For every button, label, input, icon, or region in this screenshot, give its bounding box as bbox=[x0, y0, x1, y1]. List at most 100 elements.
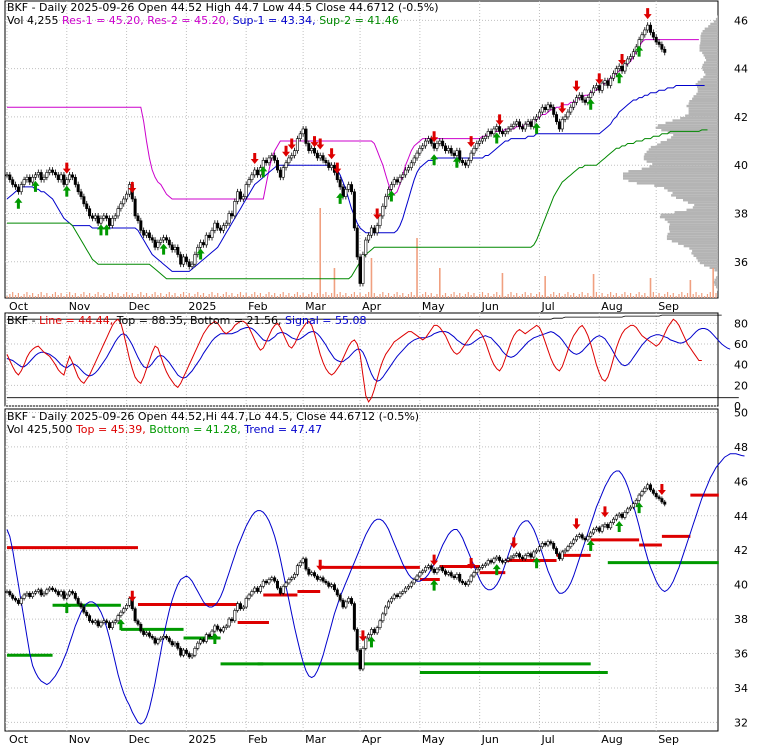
volume-bar bbox=[615, 293, 617, 298]
trend-candle-body bbox=[563, 549, 567, 553]
volume-bar bbox=[225, 292, 227, 298]
trend-candle-body bbox=[258, 586, 262, 592]
price-candle-body bbox=[361, 254, 365, 284]
volume-bar bbox=[479, 294, 481, 298]
volume-profile-bar bbox=[704, 61, 718, 64]
trend-candle-body bbox=[238, 603, 242, 610]
volume-profile-bar bbox=[643, 155, 718, 158]
price-candle-body bbox=[19, 184, 23, 193]
oscillator-header-bottom: Bottom = 21.56, bbox=[190, 314, 282, 327]
volume-profile-bar bbox=[700, 78, 718, 81]
trend-candle-body bbox=[520, 556, 524, 560]
oscillator-y-tick-label: 80 bbox=[734, 317, 748, 330]
volume-profile-bar bbox=[688, 109, 718, 113]
volume-profile-bar bbox=[643, 157, 718, 161]
price-candle-body bbox=[48, 169, 52, 173]
price-candle-body bbox=[646, 24, 650, 31]
trend-sell-arrow bbox=[358, 630, 367, 642]
volume-bar bbox=[484, 295, 486, 298]
price-candle-body bbox=[88, 208, 92, 217]
price-candle-body bbox=[204, 234, 208, 246]
price-candle-body bbox=[93, 215, 97, 219]
trend-candle-body bbox=[401, 591, 405, 594]
volume-bar bbox=[507, 294, 509, 298]
trend-x-tick-label: Apr bbox=[362, 733, 382, 745]
volume-profile-bar bbox=[623, 172, 718, 175]
volume-profile-bar bbox=[623, 177, 718, 180]
volume-bar bbox=[305, 296, 307, 298]
trend-candle-body bbox=[546, 541, 550, 546]
volume-bar bbox=[382, 292, 384, 298]
volume-bar bbox=[228, 295, 230, 298]
volume-bar bbox=[328, 295, 330, 298]
trend-candle-body bbox=[8, 591, 12, 596]
volume-bar bbox=[205, 296, 207, 298]
volume-bar bbox=[140, 292, 142, 298]
volume-profile-bar bbox=[702, 51, 718, 55]
volume-bar bbox=[114, 295, 116, 298]
volume-bar bbox=[379, 294, 381, 298]
volume-profile-bar bbox=[702, 68, 718, 72]
trend-candle-body bbox=[355, 629, 359, 651]
trend-candle-body bbox=[424, 567, 428, 572]
price-candle-body bbox=[492, 128, 496, 135]
volume-bar bbox=[387, 293, 390, 298]
trend-candle-body bbox=[515, 553, 519, 556]
volume-bar bbox=[444, 293, 447, 298]
volume-bar bbox=[373, 293, 375, 298]
volume-profile-bar bbox=[628, 170, 718, 173]
price-candle-body bbox=[324, 160, 328, 164]
trend-candle-body bbox=[162, 635, 166, 639]
volume-profile-bar bbox=[641, 167, 718, 171]
trend-candle-body bbox=[33, 591, 37, 594]
trend-candle-body bbox=[492, 558, 496, 563]
buy-arrow bbox=[430, 154, 439, 166]
price-x-tick-label: Dec bbox=[129, 300, 150, 313]
price-candle-body bbox=[281, 167, 285, 178]
volume-profile-bar bbox=[717, 273, 718, 277]
price-candle-body bbox=[435, 143, 439, 149]
volume-profile-bar bbox=[689, 100, 718, 103]
trend-candle-body bbox=[19, 598, 23, 604]
price-candle-body bbox=[33, 174, 37, 178]
volume-bar bbox=[652, 292, 654, 298]
price-candle-body bbox=[469, 152, 473, 161]
price-candle-body bbox=[406, 167, 410, 171]
price-header-vol: Vol 4,255 bbox=[7, 14, 58, 27]
price-candle-body bbox=[315, 152, 319, 159]
price-candle-body bbox=[347, 184, 351, 190]
price-candle-body bbox=[224, 222, 228, 226]
trend-candle-body bbox=[631, 503, 635, 508]
volume-bar bbox=[473, 293, 475, 298]
price-candle-body bbox=[153, 239, 157, 248]
price-candle-body bbox=[478, 140, 482, 144]
price-candle-body bbox=[338, 179, 342, 188]
volume-profile-bar bbox=[717, 288, 718, 291]
oscillator-y-ticks: 0 20 40 60 80 bbox=[734, 317, 748, 413]
volume-bar bbox=[17, 293, 19, 298]
trend-sell-arrow bbox=[509, 537, 518, 549]
trend-candle-body bbox=[441, 567, 445, 572]
volume-bar bbox=[533, 296, 535, 298]
trend-candle-body bbox=[469, 575, 473, 582]
buy-arrow bbox=[31, 180, 40, 192]
trend-candle-body bbox=[176, 642, 180, 649]
volume-bar bbox=[256, 295, 259, 298]
volume-bar bbox=[570, 295, 572, 298]
volume-profile-bar bbox=[683, 244, 718, 248]
volume-bar bbox=[177, 296, 179, 298]
price-candle-body bbox=[489, 131, 493, 135]
support2-line bbox=[7, 129, 708, 280]
price-candle-body bbox=[108, 218, 112, 226]
trend-candle-body bbox=[108, 622, 112, 628]
oscillator-top-line bbox=[7, 314, 722, 320]
price-candle-body bbox=[443, 145, 447, 152]
volume-profile-bar bbox=[706, 58, 718, 62]
volume-bar bbox=[63, 296, 65, 298]
volume-bar bbox=[242, 295, 244, 298]
trend-candle-body bbox=[540, 543, 544, 548]
trend-candle-body bbox=[45, 589, 49, 594]
price-arrows bbox=[14, 8, 652, 260]
price-candle-body bbox=[523, 123, 527, 130]
volume-spike-bar bbox=[319, 208, 322, 298]
